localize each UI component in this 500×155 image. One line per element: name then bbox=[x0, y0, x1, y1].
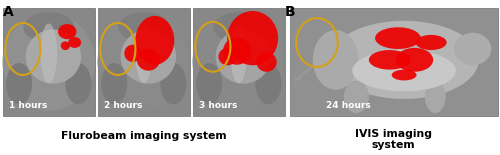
Ellipse shape bbox=[24, 12, 74, 42]
Ellipse shape bbox=[230, 24, 247, 83]
Ellipse shape bbox=[101, 63, 127, 104]
Ellipse shape bbox=[58, 24, 76, 39]
Text: Flurobeam imaging system: Flurobeam imaging system bbox=[61, 131, 226, 141]
Text: 24 hours: 24 hours bbox=[326, 101, 370, 110]
Ellipse shape bbox=[375, 27, 420, 49]
Ellipse shape bbox=[118, 12, 169, 42]
Ellipse shape bbox=[369, 50, 410, 70]
Ellipse shape bbox=[124, 45, 141, 62]
Text: 3 hours: 3 hours bbox=[199, 101, 237, 110]
FancyArrow shape bbox=[295, 67, 312, 81]
Ellipse shape bbox=[26, 29, 81, 84]
Ellipse shape bbox=[120, 29, 176, 84]
Bar bbox=[2, 8, 95, 116]
Ellipse shape bbox=[256, 63, 281, 104]
Ellipse shape bbox=[214, 12, 264, 42]
Text: 1 hours: 1 hours bbox=[9, 101, 48, 110]
Ellipse shape bbox=[396, 48, 433, 72]
Ellipse shape bbox=[98, 13, 190, 111]
Ellipse shape bbox=[256, 52, 276, 72]
Ellipse shape bbox=[136, 24, 152, 83]
Ellipse shape bbox=[392, 70, 416, 80]
Bar bbox=[98, 8, 190, 116]
Ellipse shape bbox=[416, 35, 446, 50]
Ellipse shape bbox=[68, 37, 81, 48]
Ellipse shape bbox=[330, 21, 479, 99]
Ellipse shape bbox=[344, 80, 369, 113]
Bar bbox=[192, 8, 285, 116]
Ellipse shape bbox=[61, 41, 70, 50]
Text: 2 hours: 2 hours bbox=[104, 101, 142, 110]
Ellipse shape bbox=[227, 11, 278, 65]
Text: A: A bbox=[2, 5, 13, 19]
Ellipse shape bbox=[192, 13, 285, 111]
Ellipse shape bbox=[454, 33, 492, 65]
Ellipse shape bbox=[136, 16, 174, 65]
Ellipse shape bbox=[6, 63, 32, 104]
Ellipse shape bbox=[196, 63, 222, 104]
Ellipse shape bbox=[137, 49, 160, 71]
Ellipse shape bbox=[313, 30, 358, 90]
Ellipse shape bbox=[425, 80, 446, 113]
Ellipse shape bbox=[218, 48, 237, 65]
Ellipse shape bbox=[2, 13, 95, 111]
Ellipse shape bbox=[223, 38, 251, 65]
Ellipse shape bbox=[40, 24, 57, 83]
Ellipse shape bbox=[160, 63, 186, 104]
Text: IVIS imaging
system: IVIS imaging system bbox=[355, 129, 432, 150]
Text: B: B bbox=[285, 5, 296, 19]
Ellipse shape bbox=[66, 63, 92, 104]
Ellipse shape bbox=[352, 50, 456, 91]
Bar bbox=[290, 8, 498, 116]
Ellipse shape bbox=[216, 29, 271, 84]
